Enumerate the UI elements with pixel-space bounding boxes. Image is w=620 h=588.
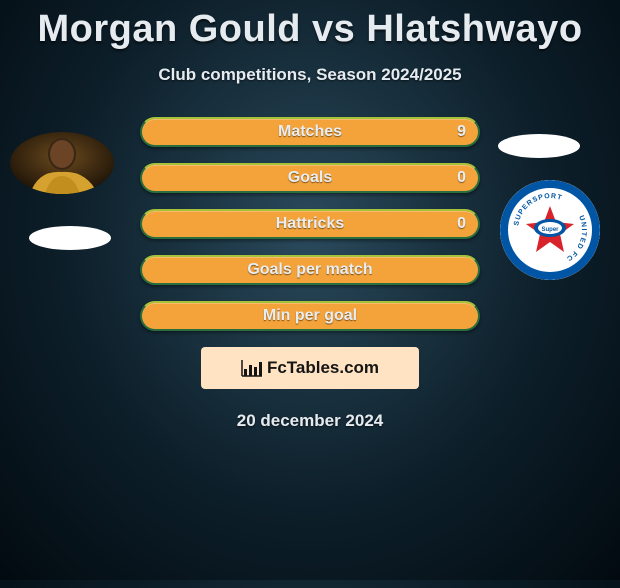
stat-label: Min per goal [263, 307, 357, 325]
stat-row: Goals 0 [140, 163, 480, 193]
stats-table: Matches 9 Goals 0 Hattricks 0 Goals per match M… [140, 117, 480, 331]
bar-chart-icon [241, 359, 263, 377]
left-player-photo [10, 132, 114, 194]
stat-label: Goals [288, 169, 332, 187]
subtitle: Club competitions, Season 2024/2025 [0, 65, 620, 85]
stat-label: Goals per match [247, 261, 372, 279]
fctables-watermark: FcTables.com [201, 347, 419, 389]
right-club-logo: UNITED FC SUPERSPORT Super [500, 180, 600, 280]
stat-value-right: 0 [457, 169, 466, 187]
stat-row: Min per goal [140, 301, 480, 331]
stat-row: Goals per match [140, 255, 480, 285]
right-player-oval [498, 134, 580, 158]
stat-row: Matches 9 [140, 117, 480, 147]
fctables-label: FcTables.com [267, 358, 379, 378]
stat-label: Hattricks [276, 215, 344, 233]
date-line: 20 december 2024 [0, 411, 620, 431]
left-player-oval [29, 226, 111, 250]
svg-text:Super: Super [541, 227, 559, 233]
stat-value-right: 9 [457, 123, 466, 141]
page-title: Morgan Gould vs Hlatshwayo [0, 8, 620, 51]
stat-value-right: 0 [457, 215, 466, 233]
stat-row: Hattricks 0 [140, 209, 480, 239]
stat-label: Matches [278, 123, 342, 141]
